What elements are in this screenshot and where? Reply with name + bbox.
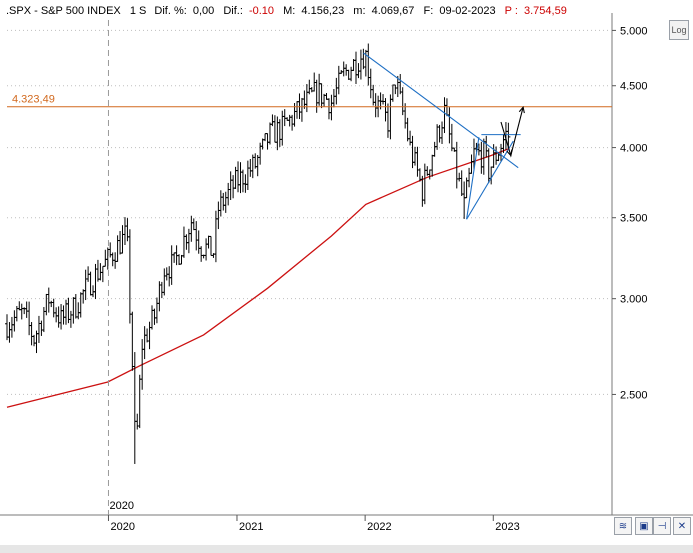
trendlines-layer[interactable] — [363, 52, 521, 220]
date-label: F: — [423, 5, 433, 17]
time-tick-label: 2022 — [367, 521, 391, 533]
price-tick-label: 2.500 — [620, 389, 648, 401]
bottom-status-strip — [0, 545, 693, 553]
max-label: M: — [283, 5, 295, 17]
price-axis-ticks: 5.000 4.500 4.000 3.500 3.000 2.500 — [612, 25, 648, 401]
price-tick-label: 5.000 — [620, 25, 648, 37]
time-tick-label: 2021 — [239, 521, 263, 533]
projection-layer — [500, 105, 525, 158]
pin-icon: ⊣ — [657, 520, 667, 532]
dif-pct-value: 0,00 — [193, 5, 214, 17]
price-tick-label: 3.000 — [620, 294, 648, 306]
max-value: 4.156,23 — [301, 5, 344, 17]
save-button[interactable]: ▣ — [635, 517, 653, 535]
pin-button[interactable]: ⊣ — [653, 517, 671, 535]
date-value: 09-02-2023 — [439, 5, 495, 17]
dif-value: -0.10 — [249, 5, 274, 17]
log-scale-toggle[interactable]: Log — [669, 20, 689, 40]
trendline-support[interactable] — [466, 140, 514, 220]
projection-arrow-up — [518, 105, 525, 114]
close-icon: ✕ — [677, 520, 687, 532]
close-chart-button[interactable]: ✕ — [673, 517, 691, 535]
price-tick-label: 4.000 — [620, 143, 648, 155]
symbol-name: .SPX - S&P 500 INDEX — [6, 5, 121, 17]
grid-lines — [7, 29, 612, 395]
time-axis-ticks: 2020 2021 2022 2023 — [107, 515, 520, 533]
moving-average-layer — [6, 148, 509, 408]
price-tick-label: 4.500 — [620, 81, 648, 93]
p-value: 3.754,59 — [524, 5, 567, 17]
level-label: 4.323,49 — [12, 94, 55, 106]
p-label: P : — [505, 5, 518, 17]
log-label: Log — [671, 25, 687, 35]
min-label: m: — [353, 5, 365, 17]
dif-label: Dif.: — [223, 5, 243, 17]
trendline-flag-left[interactable] — [466, 137, 480, 220]
floppy-disk-icon: ▣ — [639, 520, 649, 532]
annotation-2020-label: 2020 — [109, 500, 133, 512]
min-value: 4.069,67 — [372, 5, 415, 17]
trendline-resistance[interactable] — [363, 52, 519, 169]
period-label: 1 S — [130, 5, 147, 17]
price-tick-label: 3.500 — [620, 213, 648, 225]
zoom-wave-icon: ≋ — [618, 520, 628, 532]
time-tick-label: 2023 — [495, 521, 519, 533]
projection-arrow-down — [506, 149, 513, 157]
time-tick-label: 2020 — [110, 521, 134, 533]
zoom-tool-button[interactable]: ≋ — [614, 517, 632, 535]
horizontal-level-layer[interactable]: 4.323,49 — [7, 94, 612, 108]
dif-pct-label: Dif. %: — [154, 5, 186, 17]
moving-average-line — [6, 148, 509, 408]
price-bars-layer — [5, 43, 511, 464]
chart-header: .SPX - S&P 500 INDEX 1 S Dif. %: 0,00 Di… — [6, 5, 567, 17]
